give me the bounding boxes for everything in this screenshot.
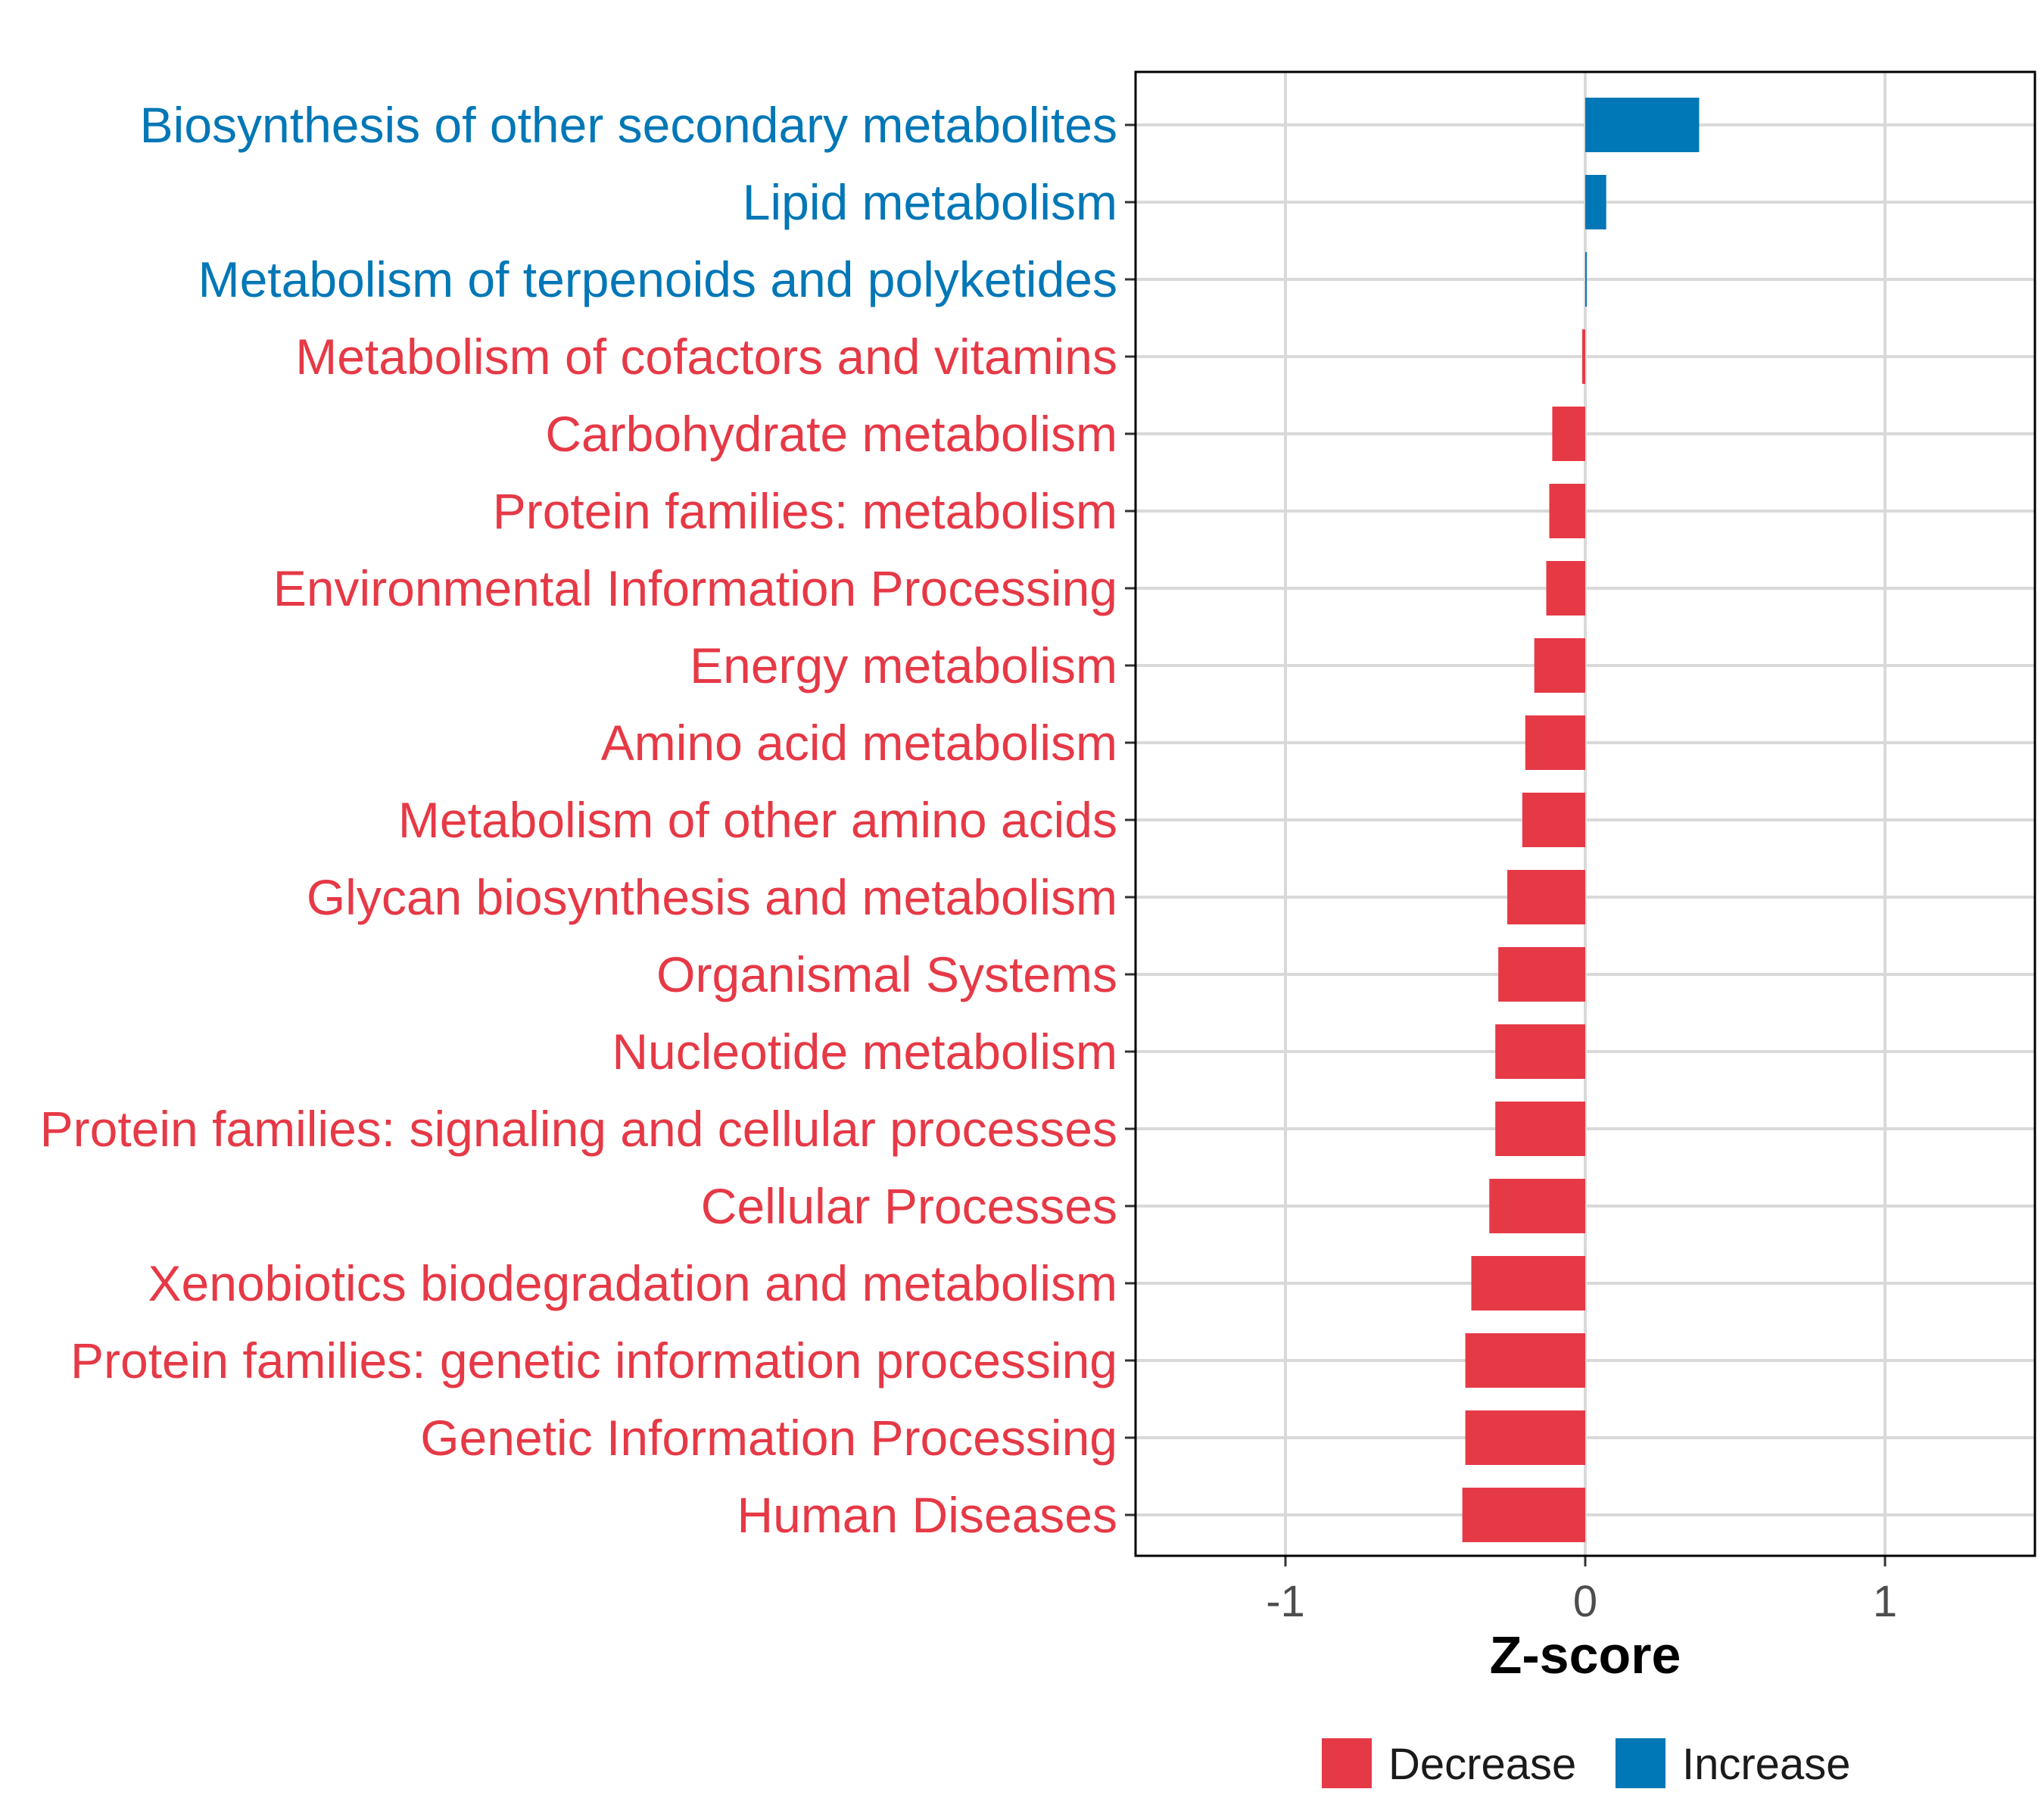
bar — [1585, 175, 1606, 229]
category-label: Metabolism of other amino acids — [398, 792, 1117, 848]
category-label: Cellular Processes — [701, 1178, 1117, 1234]
y-axis-ticks — [1125, 123, 1136, 1516]
y-axis-labels: Biosynthesis of other secondary metaboli… — [40, 97, 1117, 1543]
category-label: Protein families: genetic information pr… — [70, 1332, 1117, 1388]
legend: Decrease Increase — [1322, 1738, 1850, 1789]
category-label: Nucleotide metabolism — [612, 1024, 1117, 1080]
bar — [1465, 1333, 1585, 1388]
bar — [1462, 1488, 1585, 1542]
bar — [1465, 1410, 1585, 1465]
legend-swatch-decrease — [1322, 1738, 1372, 1788]
bar-layer — [1462, 98, 1700, 1542]
bar — [1549, 484, 1585, 538]
bar — [1525, 715, 1585, 770]
bar — [1582, 329, 1585, 384]
x-tick-label: 0 — [1573, 1577, 1597, 1626]
category-label: Human Diseases — [737, 1487, 1117, 1543]
legend-swatch-increase — [1616, 1738, 1665, 1788]
category-label: Protein families: metabolism — [493, 483, 1117, 539]
bar — [1552, 407, 1585, 461]
x-tick-label: -1 — [1266, 1577, 1305, 1626]
category-label: Glycan biosynthesis and metabolism — [307, 869, 1117, 925]
x-tick-label: 1 — [1873, 1577, 1897, 1626]
category-label: Environmental Information Processing — [273, 560, 1117, 616]
category-label: Amino acid metabolism — [601, 715, 1117, 771]
category-label: Metabolism of terpenoids and polyketides — [198, 251, 1117, 307]
x-axis-ticks: -1 0 1 — [1266, 1556, 1897, 1626]
bar — [1498, 947, 1585, 1002]
bar — [1522, 793, 1585, 847]
bar — [1471, 1256, 1585, 1311]
bar — [1585, 252, 1587, 307]
category-label: Metabolism of cofactors and vitamins — [295, 329, 1117, 385]
x-axis-title: Z-score — [1490, 1625, 1681, 1685]
legend-label-increase: Increase — [1682, 1740, 1850, 1789]
bar — [1495, 1102, 1585, 1156]
bar — [1534, 638, 1585, 693]
category-label: Genetic Information Processing — [420, 1410, 1117, 1466]
bar — [1489, 1179, 1585, 1233]
category-label: Biosynthesis of other secondary metaboli… — [140, 97, 1117, 153]
legend-label-decrease: Decrease — [1388, 1740, 1576, 1789]
bar — [1585, 98, 1700, 152]
bar — [1507, 870, 1585, 924]
bar — [1495, 1024, 1585, 1079]
bar — [1546, 561, 1585, 616]
category-label: Energy metabolism — [690, 637, 1117, 693]
category-label: Carbohydrate metabolism — [545, 406, 1117, 462]
category-label: Protein families: signaling and cellular… — [40, 1101, 1117, 1157]
plot-frame — [1134, 70, 2036, 1557]
category-label: Xenobiotics biodegradation and metabolis… — [148, 1255, 1118, 1311]
category-label: Organismal Systems — [656, 946, 1117, 1002]
category-label: Lipid metabolism — [743, 174, 1117, 230]
